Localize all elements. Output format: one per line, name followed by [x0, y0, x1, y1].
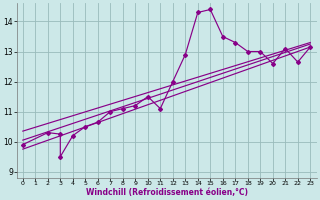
X-axis label: Windchill (Refroidissement éolien,°C): Windchill (Refroidissement éolien,°C) — [85, 188, 248, 197]
